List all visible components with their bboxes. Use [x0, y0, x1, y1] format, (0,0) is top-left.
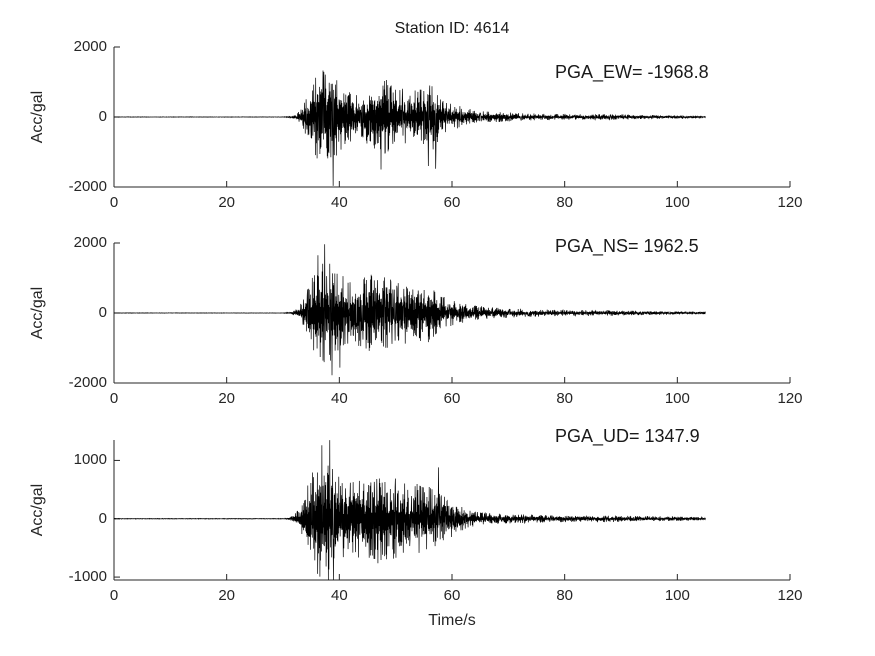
pga-ud-annotation: PGA_UD= 1347.9	[555, 426, 700, 446]
waveform-trace-ew	[113, 70, 706, 186]
x-tick-label-ud: 40	[330, 587, 348, 604]
y-tick-label-ew: -2000	[68, 178, 107, 195]
x-tick-label-ns: 100	[664, 390, 690, 407]
y-tick-label-ew: 2000	[73, 38, 107, 55]
x-tick-label-ew: 0	[109, 194, 119, 211]
y-tick-label-ns: 2000	[73, 234, 107, 251]
x-tick-label-ns: 0	[109, 390, 119, 407]
y-tick-label-ew: 0	[98, 108, 107, 125]
y-tick-label-ns: -2000	[68, 374, 107, 391]
x-tick-label-ud: 120	[777, 587, 803, 604]
x-axis-label: Time/s	[428, 612, 476, 629]
x-tick-label-ud: 0	[109, 587, 119, 604]
x-tick-label-ew: 120	[777, 194, 803, 211]
x-tick-label-ew: 60	[443, 194, 461, 211]
y-tick-label-ud: 1000	[73, 451, 107, 469]
x-tick-label-ud: 80	[556, 587, 573, 604]
x-tick-label-ns: 20	[218, 390, 235, 407]
pga-ew-annotation: PGA_EW= -1968.8	[555, 62, 709, 82]
x-tick-label-ns: 120	[777, 390, 803, 407]
x-tick-label-ud: 60	[443, 587, 461, 604]
y-tick-label-ns: 0	[98, 304, 107, 321]
x-tick-label-ns: 40	[330, 390, 348, 407]
x-tick-label-ud: 20	[218, 587, 235, 604]
subplot-ew	[113, 46, 791, 188]
x-tick-label-ns: 60	[443, 390, 461, 407]
waveform-trace-ns	[113, 244, 706, 376]
x-tick-label-ew: 100	[664, 194, 690, 211]
y-tick-label-ud: 0	[98, 509, 107, 527]
pga-ns-annotation: PGA_NS= 1962.5	[555, 236, 699, 256]
y-tick-label-ud: -1000	[68, 568, 107, 586]
x-tick-label-ew: 40	[330, 194, 348, 211]
x-tick-label-ew: 20	[218, 194, 235, 211]
subplot-ud	[113, 440, 791, 581]
waveform-trace-ud	[113, 440, 706, 581]
subplot-ns	[113, 242, 791, 384]
x-tick-label-ew: 80	[556, 194, 573, 211]
x-tick-label-ns: 80	[556, 390, 573, 407]
figure-title: Station ID: 4614	[394, 20, 510, 37]
x-tick-label-ud: 100	[664, 587, 690, 604]
